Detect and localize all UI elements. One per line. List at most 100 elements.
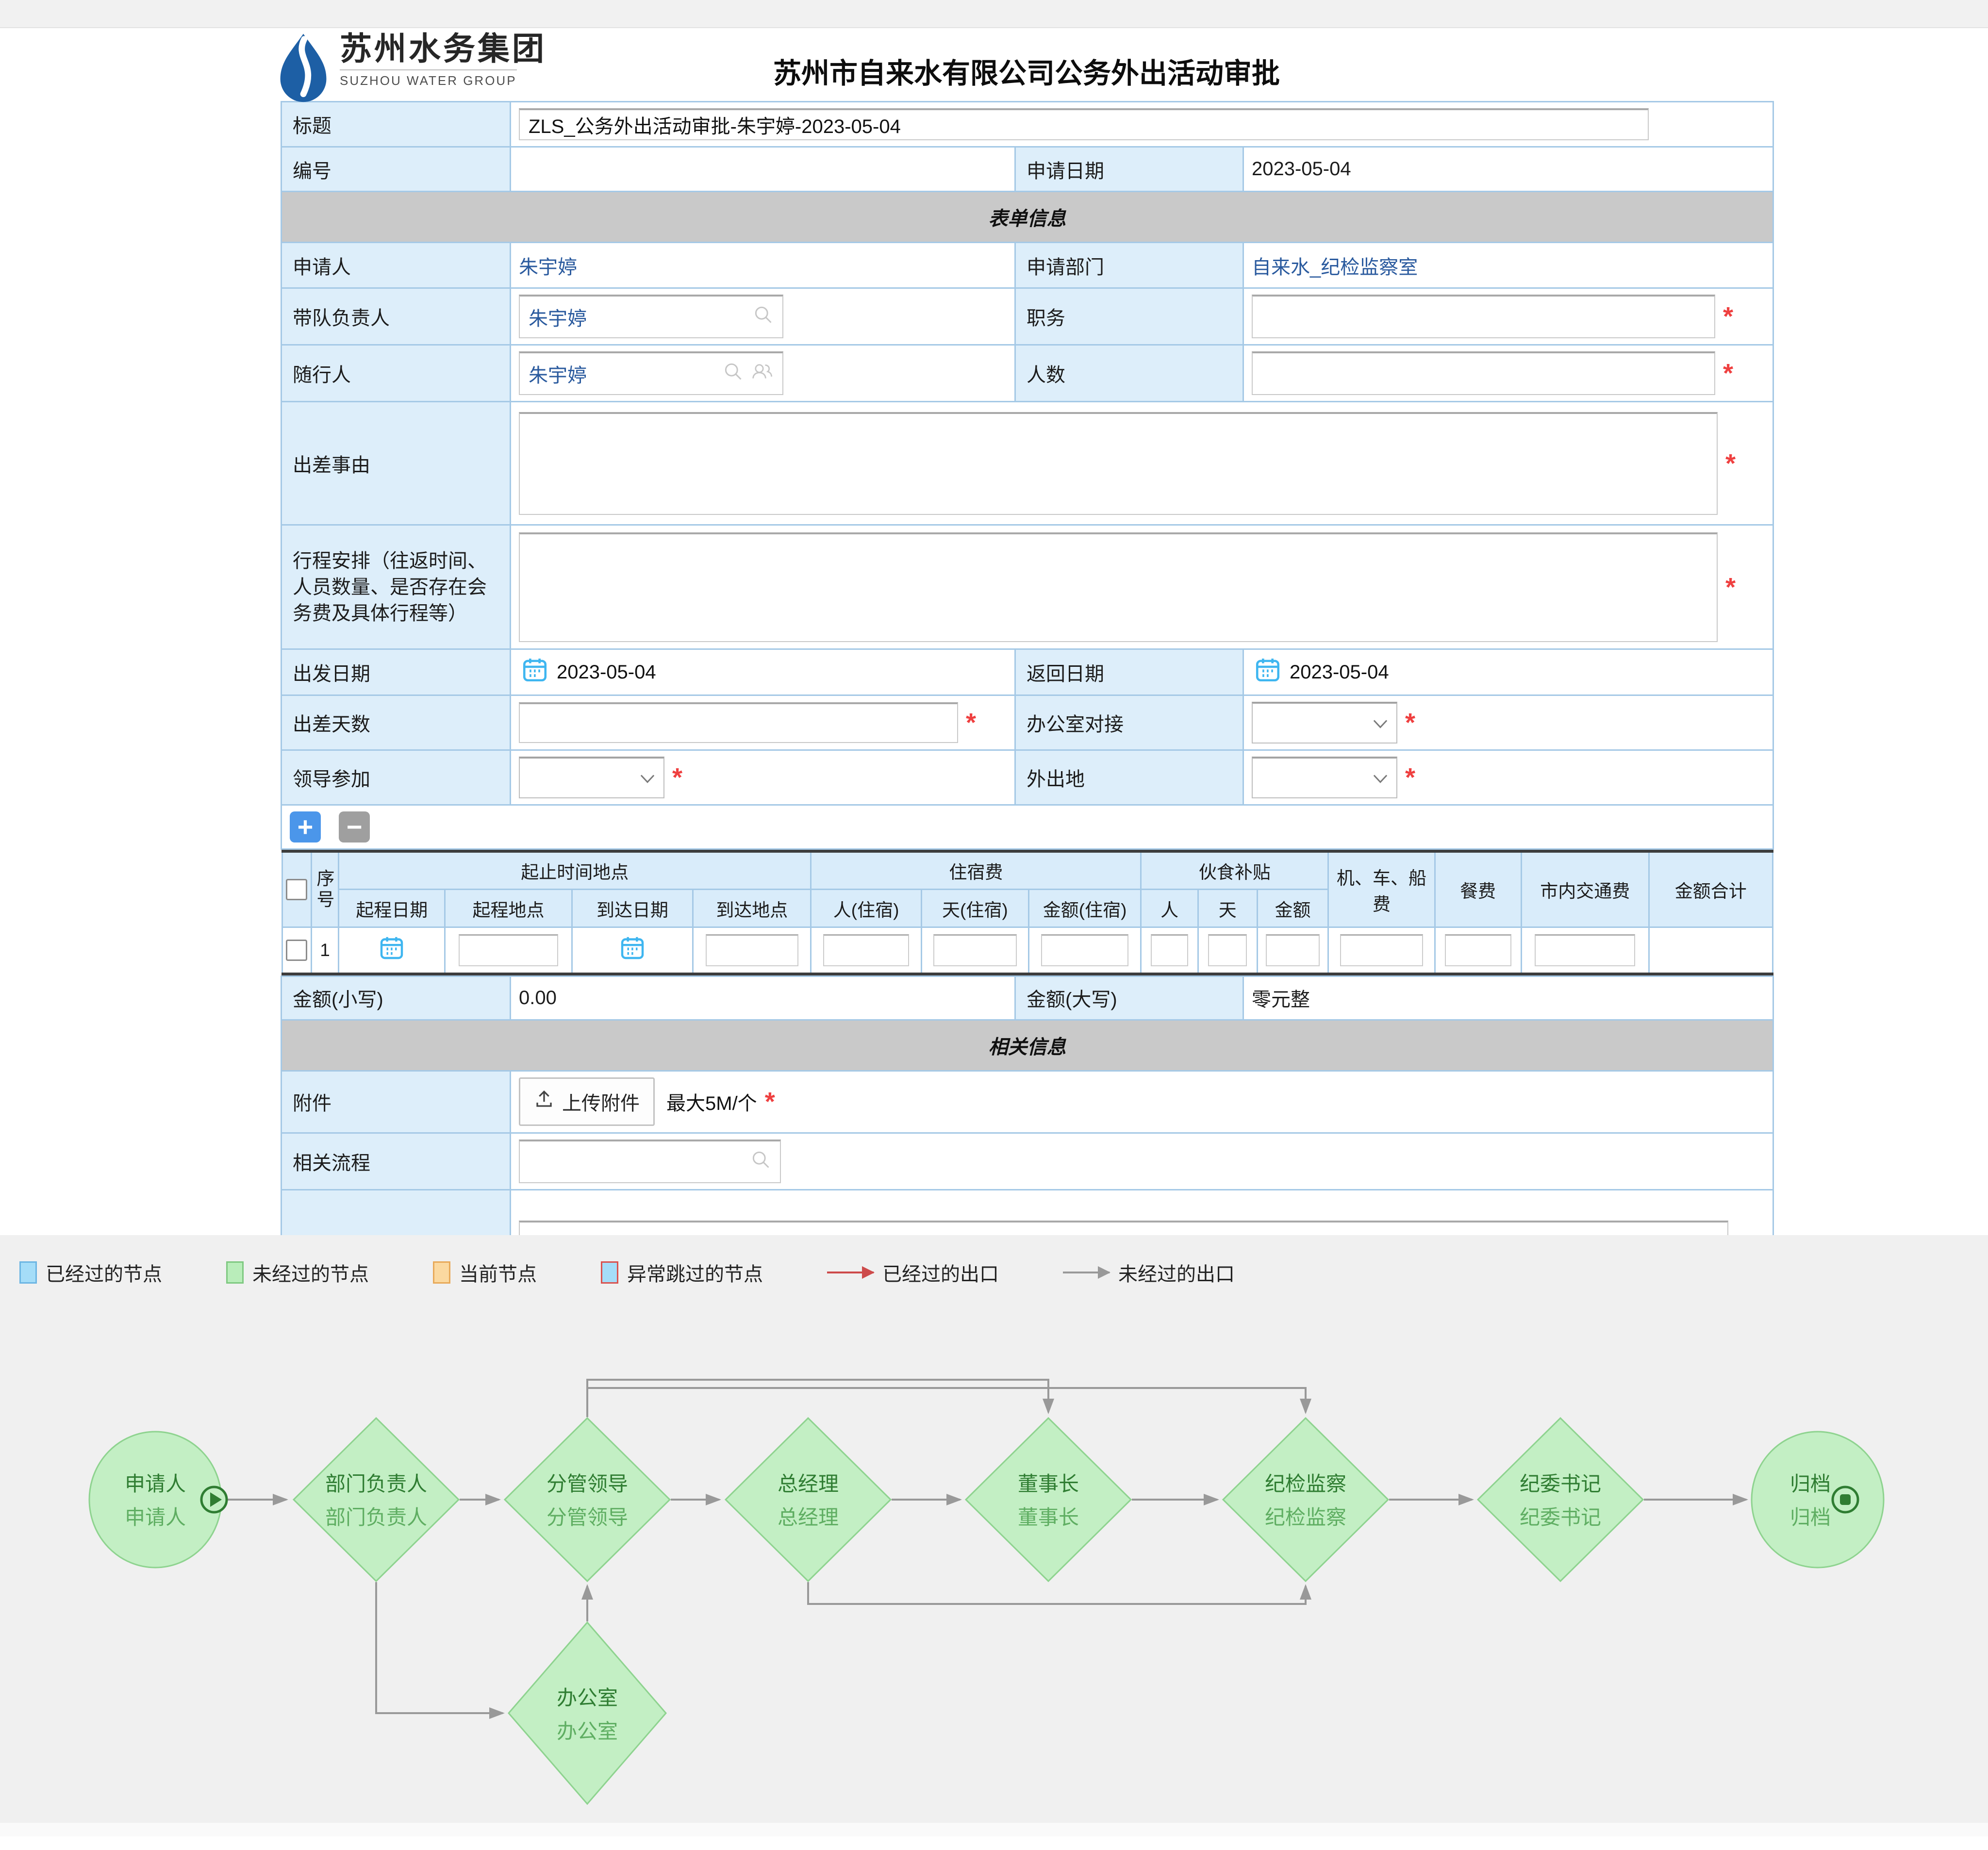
sub-header: 到达日期 — [571, 889, 694, 928]
group-time-place-header: 起止时间地点 — [338, 850, 812, 890]
workflow-diagram: 申请人 申请人 部门负责人 部门负责人 分管领导 分管领导 总经理 总经理 董事… — [88, 1379, 1885, 1805]
search-icon[interactable] — [750, 1149, 771, 1175]
return-date-picker[interactable]: 2023-05-04 — [1252, 656, 1765, 689]
calendar-icon[interactable] — [521, 656, 549, 689]
amount-upper-label: 金额(大写) — [1014, 975, 1244, 1021]
lodging-people-input[interactable] — [823, 934, 910, 966]
number-value — [510, 146, 1016, 192]
city-traffic-header: 市内交通费 — [1520, 850, 1650, 928]
leader-join-select[interactable] — [519, 757, 664, 798]
depart-date-label: 出发日期 — [281, 648, 511, 696]
team-leader-label: 带队负责人 — [281, 287, 511, 346]
search-icon[interactable] — [722, 361, 744, 387]
apply-dept-link[interactable]: 自来水_纪检监察室 — [1252, 256, 1418, 278]
flow-node-archive[interactable]: 归档 归档 — [1751, 1431, 1885, 1569]
flow-node-office[interactable]: 办公室 办公室 — [508, 1621, 667, 1805]
bottom-scroll-strip — [0, 1823, 1988, 1836]
flow-node-applicant[interactable]: 申请人 申请人 — [88, 1431, 228, 1569]
amount-upper-value: 零元整 — [1242, 975, 1774, 1021]
seq-header: 序号 — [316, 869, 335, 909]
lodging-amount-input[interactable] — [1041, 934, 1129, 966]
row-seq: 1 — [310, 926, 340, 975]
related-flow-input[interactable] — [519, 1139, 781, 1183]
upload-button-label: 上传附件 — [562, 1093, 640, 1114]
trip-days-input[interactable] — [519, 702, 958, 743]
remove-row-button[interactable]: − — [339, 811, 370, 842]
sub-header: 起程日期 — [338, 889, 446, 928]
depart-date-picker[interactable]: 2023-05-04 — [519, 656, 1007, 689]
svg-text:董事长: 董事长 — [1018, 1472, 1079, 1495]
group-lodging-header: 住宿费 — [810, 850, 1142, 890]
people-count-input[interactable] — [1252, 351, 1715, 395]
duty-label: 职务 — [1014, 287, 1244, 346]
flow-node-chairman[interactable]: 董事长 董事长 — [964, 1417, 1132, 1583]
upload-attachment-button[interactable]: 上传附件 — [519, 1077, 655, 1126]
trip-days-label: 出差天数 — [281, 694, 511, 751]
section-form-info: 表单信息 — [280, 191, 1774, 243]
sub-header: 到达地点 — [692, 889, 812, 928]
select-all-checkbox[interactable] — [286, 879, 308, 900]
calendar-icon[interactable] — [378, 937, 405, 965]
office-link-select[interactable] — [1252, 702, 1397, 743]
vehicle-fee-header: 机、车、船费 — [1327, 850, 1436, 928]
duty-input[interactable] — [1252, 295, 1715, 338]
abnormal-node-swatch — [601, 1261, 618, 1284]
svg-text:办公室: 办公室 — [557, 1686, 618, 1709]
people-picker-icon[interactable] — [750, 361, 774, 387]
meal-days-input[interactable] — [1208, 934, 1247, 966]
flow-node-dept-head[interactable]: 部门负责人 部门负责人 — [292, 1417, 460, 1583]
return-date-label: 返回日期 — [1014, 648, 1244, 696]
legend-current-node: 当前节点 — [433, 1258, 537, 1287]
office-link-label: 办公室对接 — [1014, 694, 1244, 751]
calendar-icon[interactable] — [619, 937, 646, 965]
sub-header: 起程地点 — [444, 889, 573, 928]
city-traffic-input[interactable] — [1535, 934, 1636, 966]
top-bar — [0, 0, 1988, 28]
calendar-icon[interactable] — [1254, 656, 1282, 689]
legend-unpassed-node: 未经过的节点 — [226, 1258, 369, 1287]
leader-join-label: 领导参加 — [281, 749, 511, 806]
search-icon[interactable] — [752, 304, 774, 330]
add-row-button[interactable]: + — [290, 811, 321, 842]
flow-node-discipline-inspection[interactable]: 纪检监察 纪检监察 — [1222, 1417, 1390, 1583]
applicant-label: 申请人 — [281, 242, 511, 289]
trip-reason-textarea[interactable] — [519, 412, 1718, 515]
svg-text:归档: 归档 — [1790, 1472, 1831, 1495]
svg-text:申请人: 申请人 — [125, 1506, 186, 1529]
expense-row: 1 — [281, 926, 1773, 975]
page-title: 苏州市自来水有限公司公务外出活动审批 — [773, 58, 1280, 89]
svg-text:归档: 归档 — [1790, 1506, 1831, 1529]
title-input[interactable]: ZLS_公务外出活动审批-朱宇婷-2023-05-04 — [519, 108, 1649, 140]
depart-date-value: 2023-05-04 — [557, 661, 656, 683]
team-leader-input[interactable]: 朱宇婷 — [519, 295, 783, 338]
arrive-place-input[interactable] — [706, 934, 798, 966]
svg-text:纪委书记: 纪委书记 — [1520, 1472, 1601, 1495]
logo-text-en: SUZHOU WATER GROUP — [340, 69, 517, 88]
upload-icon — [534, 1089, 554, 1114]
group-meal-subsidy-header: 伙食补贴 — [1140, 850, 1329, 890]
company-logo: 苏州水务集团 SUZHOU WATER GROUP — [277, 32, 547, 105]
applicant-link[interactable]: 朱宇婷 — [519, 256, 577, 278]
meal-amount-input[interactable] — [1265, 934, 1320, 966]
flow-node-general-manager[interactable]: 总经理 总经理 — [724, 1417, 892, 1583]
number-label: 编号 — [281, 146, 511, 192]
companion-label: 随行人 — [281, 344, 511, 402]
chevron-down-icon — [1373, 712, 1388, 734]
itinerary-textarea[interactable] — [519, 532, 1718, 642]
vehicle-fee-input[interactable] — [1340, 934, 1423, 966]
meal-people-input[interactable] — [1151, 934, 1188, 966]
destination-select[interactable] — [1252, 757, 1397, 798]
flow-node-discipline-secretary[interactable]: 纪委书记 纪委书记 — [1476, 1417, 1644, 1583]
title-input-value: ZLS_公务外出活动审批-朱宇婷-2023-05-04 — [529, 116, 901, 137]
lodging-days-input[interactable] — [933, 934, 1017, 966]
row-checkbox[interactable] — [286, 939, 308, 961]
approval-form-table: 标题 ZLS_公务外出活动审批-朱宇婷-2023-05-04 编号 申请日期 2… — [280, 101, 1774, 1309]
flow-node-branch-leader[interactable]: 分管领导 分管领导 — [503, 1417, 671, 1583]
svg-text:分管领导: 分管领导 — [547, 1506, 628, 1529]
amount-lower-label: 金额(小写) — [281, 975, 511, 1021]
depart-place-input[interactable] — [458, 934, 559, 966]
companion-input[interactable]: 朱宇婷 — [519, 351, 783, 395]
meal-fee-input[interactable] — [1444, 934, 1511, 966]
apply-date-label: 申请日期 — [1014, 146, 1244, 192]
destination-label: 外出地 — [1014, 749, 1244, 806]
